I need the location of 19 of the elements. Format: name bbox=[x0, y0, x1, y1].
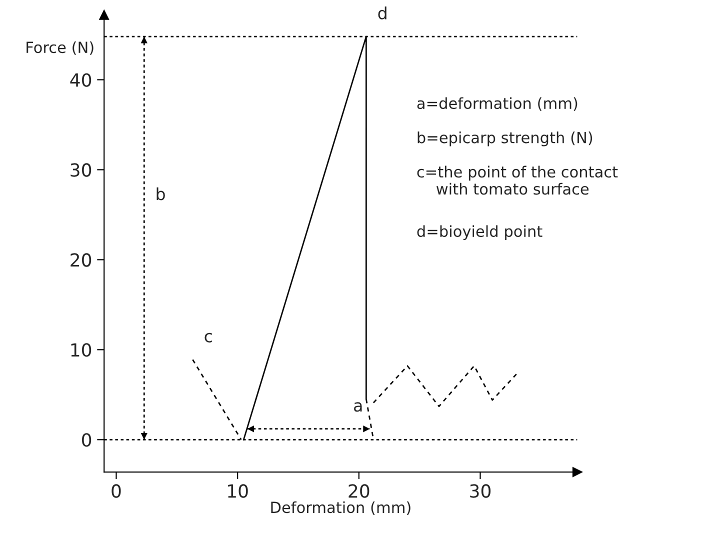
x-tick-label: 30 bbox=[470, 484, 491, 498]
y-tick-label: 30 bbox=[70, 163, 92, 177]
y-tick-label: 40 bbox=[70, 73, 92, 87]
y-axis-title: Force (N) bbox=[26, 41, 94, 55]
annotation: a=deformation (mm) bbox=[417, 97, 578, 111]
x-tick-label: 10 bbox=[228, 484, 248, 498]
annotation: b bbox=[156, 187, 165, 200]
y-tick-label: 20 bbox=[70, 253, 92, 267]
y-tick-label: 10 bbox=[71, 343, 92, 357]
annotation: d=bioyield point bbox=[417, 225, 542, 240]
x-tick-label: 0 bbox=[112, 484, 121, 498]
annotation: c bbox=[204, 332, 212, 342]
annotation: c=the point of the contact with tomato surface bbox=[417, 166, 618, 195]
y-tick-label: 0 bbox=[82, 433, 92, 447]
annotation: b=epicarp strength (N) bbox=[418, 132, 592, 146]
x-axis-title: Deformation (mm) bbox=[271, 501, 410, 515]
annotation: d bbox=[378, 6, 386, 20]
annotation: a bbox=[354, 402, 362, 412]
x-tick-label: 20 bbox=[348, 484, 370, 498]
